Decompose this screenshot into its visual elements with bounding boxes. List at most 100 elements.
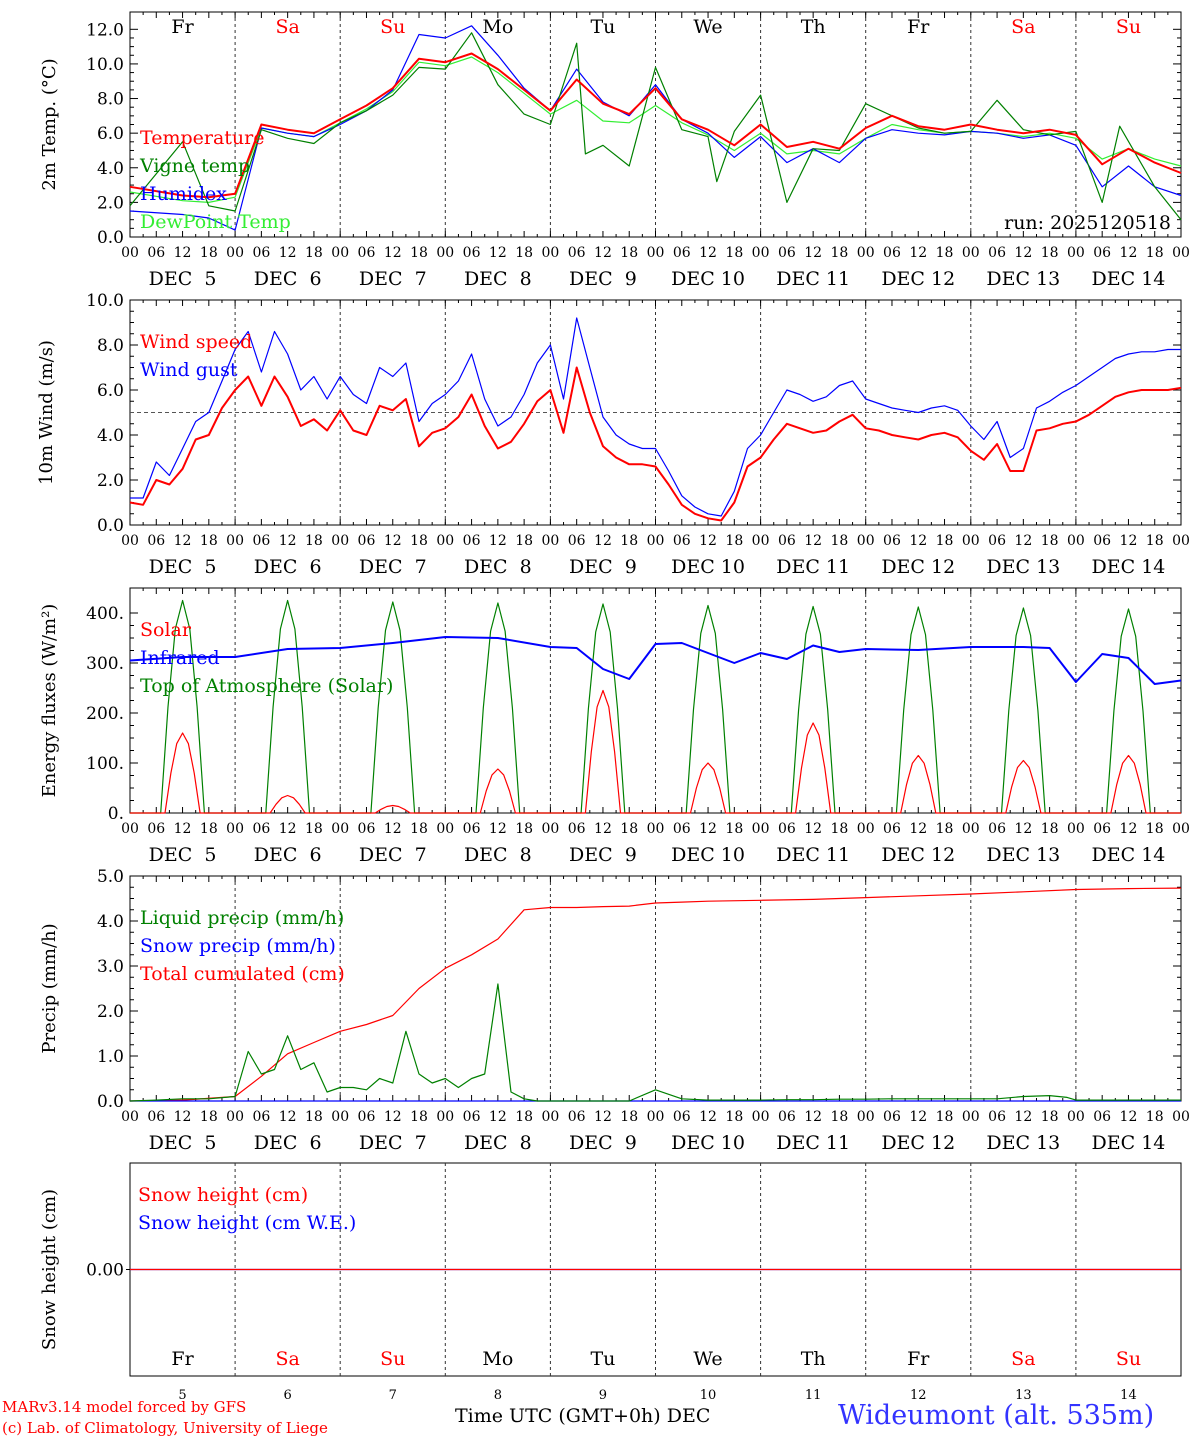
x-hour-label: 12 xyxy=(909,1109,927,1125)
x-hour-label: 06 xyxy=(252,245,270,261)
x-hour-label: 06 xyxy=(673,533,691,549)
time-axis-label: Time UTC (GMT+0h) xyxy=(455,1405,661,1427)
x-date-label: DEC 6 xyxy=(254,556,322,578)
x-date-label: DEC 9 xyxy=(569,844,637,866)
y-tick-label: 4.0 xyxy=(97,912,124,932)
y-tick-label: 12.0 xyxy=(86,20,124,40)
x-hour-label: 00 xyxy=(541,821,559,837)
x-hour-label: 18 xyxy=(515,533,533,549)
series-line-infrared xyxy=(129,636,1182,685)
x-hour-label: 06 xyxy=(1093,821,1111,837)
x-hour-label: 12 xyxy=(489,821,507,837)
x-hour-label: 06 xyxy=(883,533,901,549)
day-number-label: 12 xyxy=(910,1388,927,1403)
x-hour-label: 12 xyxy=(1120,533,1138,549)
weekday-label: Sa xyxy=(275,1348,299,1370)
x-hour-label: 00 xyxy=(857,1109,875,1125)
weekday-label: Sa xyxy=(1011,1348,1035,1370)
x-date-label: DEC 13 xyxy=(986,556,1060,578)
legend-entry: Infrared xyxy=(140,647,220,669)
x-date-label: DEC 14 xyxy=(1092,268,1166,290)
x-date-label: DEC 14 xyxy=(1092,1132,1166,1154)
x-hour-label: 18 xyxy=(831,821,849,837)
x-date-label: DEC 8 xyxy=(464,556,532,578)
x-hour-label: 00 xyxy=(331,1109,349,1125)
y-tick-label: 8.0 xyxy=(97,336,124,356)
weekday-label: Sa xyxy=(1011,16,1035,38)
legend-entry: Snow height (cm) xyxy=(138,1184,308,1206)
x-hour-label: 18 xyxy=(620,533,638,549)
x-hour-label: 00 xyxy=(1067,245,1085,261)
weekday-label: Mo xyxy=(482,1348,513,1370)
x-date-label: DEC 7 xyxy=(359,1132,427,1154)
x-date-label: DEC 5 xyxy=(149,556,217,578)
x-hour-label: 06 xyxy=(883,821,901,837)
plot-frame xyxy=(129,11,1182,238)
x-hour-label: 00 xyxy=(1172,245,1190,261)
x-hour-label: 00 xyxy=(647,245,665,261)
x-date-label: DEC 6 xyxy=(254,1132,322,1154)
x-hour-label: 06 xyxy=(252,821,270,837)
x-date-label: DEC 14 xyxy=(1092,844,1166,866)
x-hour-label: 12 xyxy=(384,533,402,549)
x-hour-label: 18 xyxy=(936,821,954,837)
weekday-label: We xyxy=(693,16,722,38)
x-hour-label: 18 xyxy=(1041,821,1059,837)
x-hour-label: 12 xyxy=(174,245,192,261)
legend-entry: Wind gust xyxy=(140,359,238,381)
x-hour-label: 00 xyxy=(541,1109,559,1125)
x-date-label: DEC 12 xyxy=(881,1132,955,1154)
y-axis-label: 10m Wind (m/s) xyxy=(36,340,57,485)
x-hour-label: 06 xyxy=(988,245,1006,261)
x-hour-label: 06 xyxy=(778,533,796,549)
x-hour-label: 06 xyxy=(358,1109,376,1125)
weekday-label: Su xyxy=(380,16,405,38)
weekday-label: Tu xyxy=(590,1348,615,1370)
x-hour-label: 18 xyxy=(725,1109,743,1125)
x-hour-label: 06 xyxy=(673,1109,691,1125)
weekday-label: Su xyxy=(1116,16,1141,38)
x-date-label: DEC 12 xyxy=(881,268,955,290)
x-hour-label: 06 xyxy=(778,821,796,837)
x-hour-label: 12 xyxy=(279,1109,297,1125)
x-hour-label: 00 xyxy=(226,245,244,261)
x-hour-label: 06 xyxy=(358,821,376,837)
x-date-label: DEC 14 xyxy=(1092,556,1166,578)
x-hour-label: 12 xyxy=(804,821,822,837)
wind-panel: 0.0 2.0 4.0 6.0 8.0 10.0 10m Wind (m/s) 00 06 12 1… xyxy=(36,291,1190,578)
x-date-label: DEC 9 xyxy=(569,556,637,578)
y-axis-label: 2m Temp. (°C) xyxy=(39,58,60,190)
x-hour-label: 00 xyxy=(857,533,875,549)
y-axis-label: Precip (mm/h) xyxy=(39,923,60,1053)
x-hour-label: 18 xyxy=(936,1109,954,1125)
x-date-label: DEC 9 xyxy=(569,1132,637,1154)
x-hour-label: 18 xyxy=(936,245,954,261)
x-hour-label: 06 xyxy=(147,821,165,837)
series-line-wind-gust xyxy=(130,317,1181,517)
x-hour-label: 18 xyxy=(1146,533,1164,549)
x-date-label: DEC 13 xyxy=(986,268,1060,290)
legend-entry: Total cumulated (cm) xyxy=(140,963,345,985)
x-hour-label: 18 xyxy=(725,245,743,261)
x-hour-label: 00 xyxy=(436,245,454,261)
x-hour-label: 18 xyxy=(410,245,428,261)
x-hour-label: 06 xyxy=(252,533,270,549)
x-hour-label: 12 xyxy=(594,821,612,837)
x-hour-label: 12 xyxy=(699,1109,717,1125)
x-hour-label: 00 xyxy=(857,245,875,261)
x-hour-label: 18 xyxy=(725,821,743,837)
series-line-vigne-temp xyxy=(129,32,1182,221)
x-hour-label: 12 xyxy=(594,1109,612,1125)
y-tick-label: 4.0 xyxy=(97,159,124,179)
snow-height-panel: 0.00 Snow height (cm) Fr 5 Sa 6 Su 7 Mo 8 Tu 9 We 10 T… xyxy=(39,1162,1182,1403)
y-tick-label: 400. xyxy=(86,604,124,624)
x-date-label: DEC 11 xyxy=(776,1132,850,1154)
x-date-label: DEC 9 xyxy=(569,268,637,290)
x-hour-label: 00 xyxy=(752,1109,770,1125)
x-hour-label: 06 xyxy=(988,1109,1006,1125)
x-date-label: DEC 7 xyxy=(359,844,427,866)
x-date-label: DEC 13 xyxy=(986,844,1060,866)
x-hour-label: 06 xyxy=(358,245,376,261)
x-hour-label: 00 xyxy=(226,1109,244,1125)
x-hour-label: 06 xyxy=(147,245,165,261)
